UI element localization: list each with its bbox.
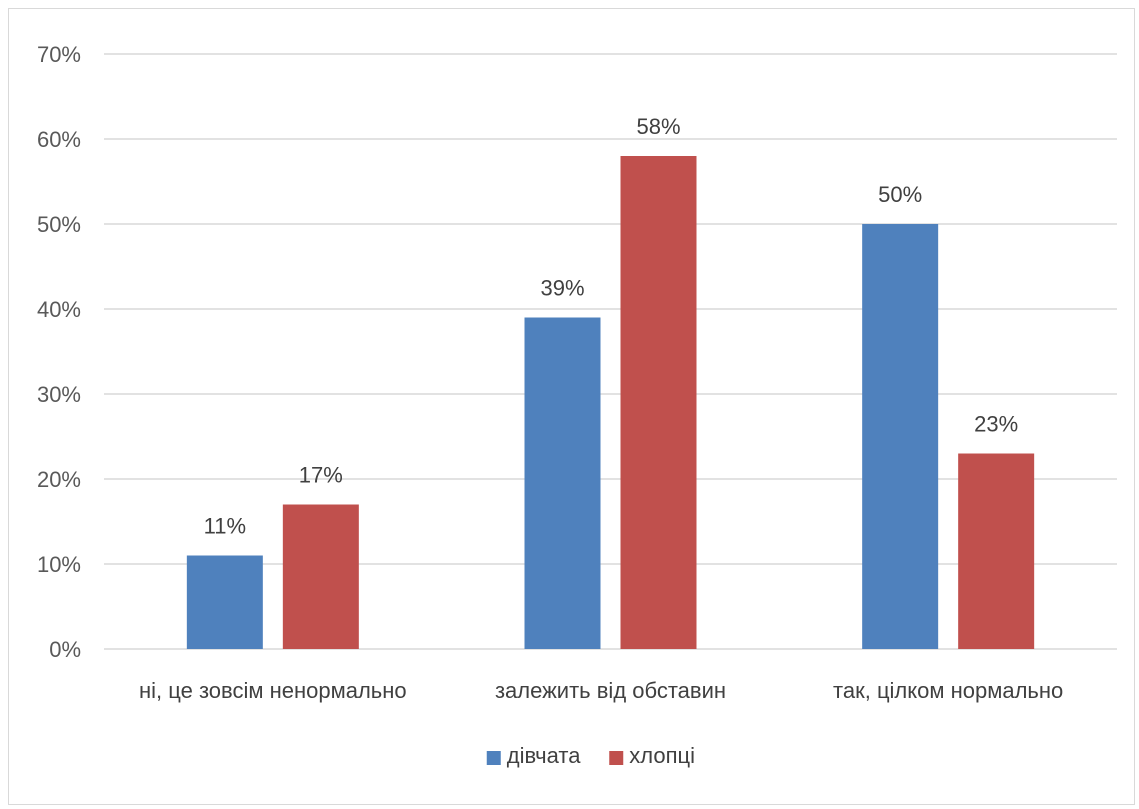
legend: дівчата хлопці xyxy=(486,743,695,768)
y-tick-label: 30% xyxy=(37,382,81,407)
y-tick-label: 10% xyxy=(37,552,81,577)
bar xyxy=(524,317,601,649)
y-axis-tick-labels: 0% 10% 20% 30% 40% 50% 60% 70% xyxy=(37,42,81,662)
legend-swatch xyxy=(609,751,624,765)
bar xyxy=(282,504,359,649)
bar xyxy=(958,453,1035,649)
legend-label: дівчата xyxy=(507,743,581,768)
data-label: 17% xyxy=(299,463,343,488)
bar-chart: 0% 10% 20% 30% 40% 50% 60% 70% 11% 17% 39% 58% 50% 2… xyxy=(37,42,1117,768)
bar xyxy=(862,224,939,649)
data-label: 11% xyxy=(204,514,246,539)
y-tick-label: 20% xyxy=(37,467,81,492)
gridlines xyxy=(104,53,1117,650)
x-axis-category-labels: ні, це зовсім ненормально залежить від об… xyxy=(139,678,1063,703)
bar xyxy=(620,156,697,649)
x-category-label: залежить від обставин xyxy=(495,678,726,703)
data-labels: 11% 17% 39% 58% 50% 23% xyxy=(204,114,1019,539)
data-label: 23% xyxy=(974,412,1018,437)
y-tick-label: 40% xyxy=(37,297,81,322)
data-label: 50% xyxy=(878,182,922,207)
legend-swatch xyxy=(486,751,501,765)
y-tick-label: 0% xyxy=(49,637,81,662)
bar xyxy=(186,555,263,649)
chart-frame: 0% 10% 20% 30% 40% 50% 60% 70% 11% 17% 39% 58% 50% 2… xyxy=(8,8,1135,805)
x-category-label: так, цілком нормально xyxy=(833,678,1063,703)
data-label: 58% xyxy=(636,114,680,139)
y-tick-label: 70% xyxy=(37,42,81,67)
bars xyxy=(186,156,1035,649)
data-label: 39% xyxy=(540,276,584,301)
legend-label: хлопці xyxy=(629,743,695,768)
x-category-label: ні, це зовсім ненормально xyxy=(139,678,407,703)
y-tick-label: 50% xyxy=(37,212,81,237)
y-tick-label: 60% xyxy=(37,127,81,152)
